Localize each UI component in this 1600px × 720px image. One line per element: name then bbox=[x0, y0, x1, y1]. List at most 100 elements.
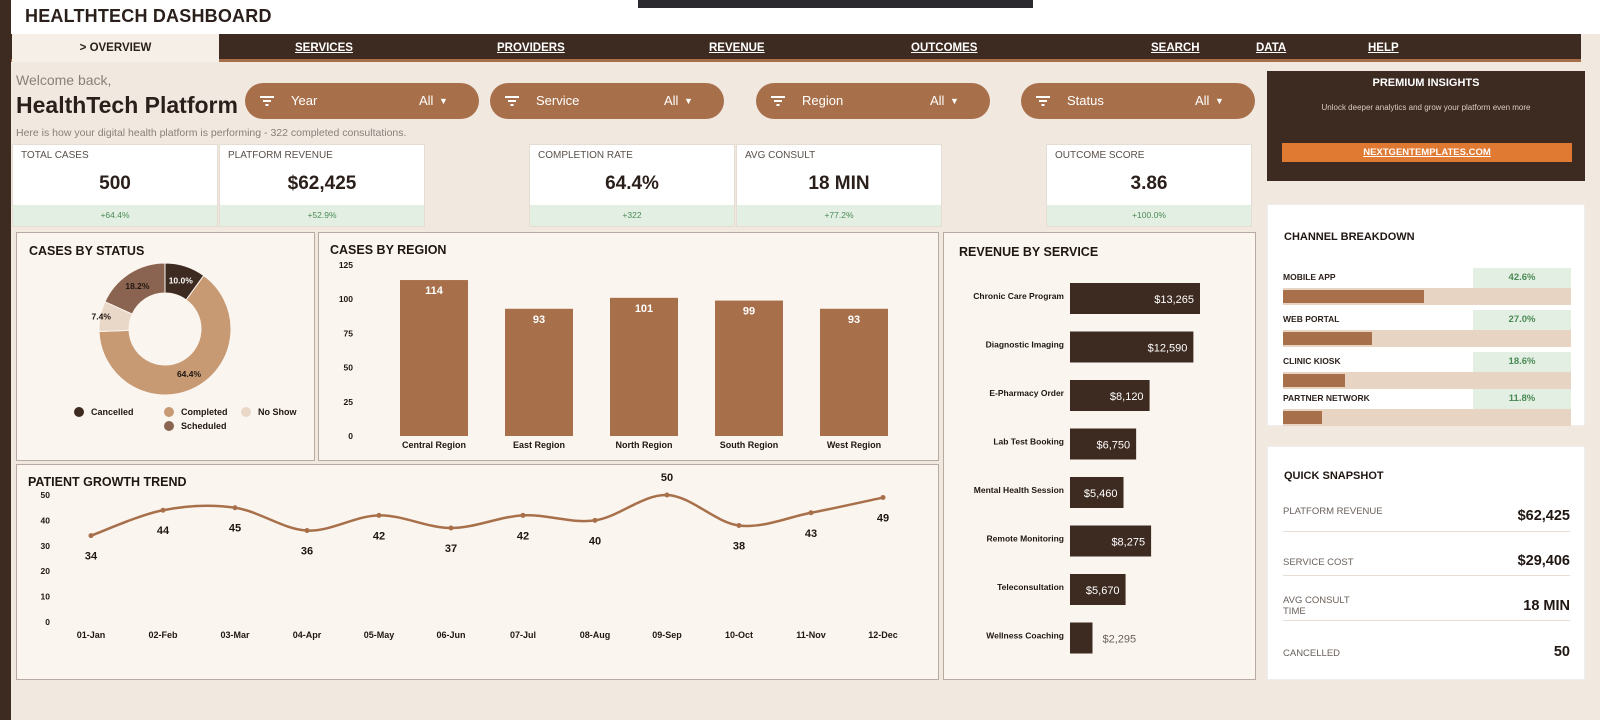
x-tick-label: 03-Mar bbox=[220, 630, 250, 640]
channel-row: PARTNER NETWORK 11.8% bbox=[1283, 389, 1571, 426]
nav-tab-revenue[interactable]: REVENUE bbox=[709, 42, 765, 54]
kpi-value: 18 MIN bbox=[808, 173, 870, 194]
bar-value-label: $5,670 bbox=[1086, 585, 1120, 597]
legend-swatch bbox=[241, 407, 251, 417]
bar bbox=[1070, 331, 1194, 363]
snapshot-label: CANCELLED bbox=[1283, 648, 1341, 659]
x-tick-label: North Region bbox=[616, 440, 673, 450]
bar-value-label: $5,460 bbox=[1084, 488, 1118, 500]
bar bbox=[1070, 283, 1200, 314]
chevron-down-icon: ▼ bbox=[950, 96, 959, 106]
data-point bbox=[736, 522, 742, 528]
x-tick-label: 12-Dec bbox=[868, 630, 898, 640]
nav-tab-providers[interactable]: PROVIDERS bbox=[497, 42, 565, 54]
channel-row: WEB PORTAL 27.0% bbox=[1283, 310, 1571, 347]
data-label: 38 bbox=[733, 540, 745, 552]
premium-subtitle: Unlock deeper analytics and grow your pl… bbox=[1321, 103, 1531, 112]
bar bbox=[715, 300, 783, 436]
filter-value: All bbox=[930, 93, 945, 108]
y-tick-label: Wellness Coaching bbox=[986, 631, 1064, 641]
top-banner-block bbox=[638, 0, 1033, 8]
snapshot-row: CANCELLED 50 bbox=[1283, 640, 1570, 667]
kpi-change: +64.4% bbox=[13, 205, 217, 226]
kpi-value: 64.4% bbox=[605, 173, 659, 194]
y-tick-label: 125 bbox=[339, 260, 353, 270]
data-label: 37 bbox=[445, 543, 457, 555]
filter-service[interactable]: Service All ▼ bbox=[490, 83, 724, 119]
premium-title: PREMIUM INSIGHTS bbox=[1372, 77, 1480, 89]
bar bbox=[1070, 622, 1093, 654]
snapshot-value: $62,425 bbox=[1517, 508, 1570, 524]
panel-title: CASES BY REGION bbox=[330, 243, 447, 257]
x-tick-label: East Region bbox=[513, 440, 565, 450]
data-label: 49 bbox=[877, 513, 889, 525]
data-label: 50 bbox=[661, 472, 673, 484]
bar-value-label: $2,295 bbox=[1102, 634, 1136, 646]
main-nav: > OVERVIEW SERVICES PROVIDERS REVENUE OU… bbox=[11, 34, 1581, 62]
cases-by-status-panel: CASES BY STATUS 10.0% 64.4% 7.4% 18.2% Cance… bbox=[16, 232, 315, 461]
bar-value-label: $6,750 bbox=[1096, 440, 1130, 452]
filter-icon bbox=[505, 96, 519, 106]
data-point bbox=[160, 507, 166, 513]
bar bbox=[610, 297, 678, 436]
legend-entry: No Show bbox=[258, 407, 297, 417]
data-point bbox=[304, 528, 310, 534]
nav-tab-search[interactable]: SEARCH bbox=[1151, 42, 1200, 54]
x-tick-label: 10-Oct bbox=[725, 630, 753, 640]
bar-value-label: 93 bbox=[848, 314, 860, 326]
legend-entry: Cancelled bbox=[91, 407, 134, 417]
nav-tab-services[interactable]: SERVICES bbox=[295, 42, 353, 54]
bar-value-label: $13,265 bbox=[1154, 294, 1194, 306]
channel-label: CLINIC KIOSK bbox=[1283, 356, 1341, 366]
filter-value: All bbox=[664, 93, 679, 108]
bar bbox=[1070, 428, 1137, 460]
legend-swatch bbox=[74, 407, 84, 417]
chevron-down-icon: ▼ bbox=[684, 96, 693, 106]
filter-icon bbox=[771, 96, 785, 106]
kpi-label: AVG CONSULT bbox=[745, 150, 816, 161]
filter-value: All bbox=[1195, 93, 1210, 108]
y-tick-label: 0 bbox=[45, 617, 50, 627]
legend-swatch bbox=[164, 421, 174, 431]
data-label: 43 bbox=[805, 528, 817, 540]
donut-slice bbox=[98, 274, 232, 396]
donut-chart: 10.0% 64.4% 7.4% 18.2% Cancelled Completed No … bbox=[74, 262, 297, 431]
filter-year[interactable]: Year All ▼ bbox=[245, 83, 479, 119]
legend-entry: Completed bbox=[181, 407, 228, 417]
data-label: 40 bbox=[589, 535, 601, 547]
bar bbox=[1070, 574, 1126, 605]
kpi-card-completion-rate: COMPLETION RATE 64.4% +322 bbox=[529, 144, 735, 227]
x-tick-label: 06-Jun bbox=[436, 630, 465, 640]
nav-tab-help[interactable]: HELP bbox=[1368, 42, 1399, 54]
cases-by-region-panel: CASES BY REGION 0 25 50 75 100 125 114 Central … bbox=[318, 232, 939, 461]
filter-region[interactable]: Region All ▼ bbox=[756, 83, 990, 119]
y-tick-label: 50 bbox=[344, 363, 354, 373]
platform-title: HealthTech Platform bbox=[16, 92, 238, 118]
snapshot-row: PLATFORM REVENUE $62,425 bbox=[1283, 503, 1570, 532]
y-tick-label: 0 bbox=[348, 431, 353, 441]
quick-snapshot-panel: QUICK SNAPSHOT bbox=[1267, 446, 1585, 680]
snapshot-value: 18 MIN bbox=[1523, 598, 1570, 614]
panel-title: PATIENT GROWTH TREND bbox=[28, 475, 187, 489]
data-label: 34 bbox=[85, 551, 98, 563]
bar-value-label: 93 bbox=[533, 314, 545, 326]
filter-label: Service bbox=[536, 93, 580, 108]
y-tick-label: Lab Test Booking bbox=[993, 437, 1064, 447]
snapshot-label: AVG CONSULT TIME bbox=[1283, 595, 1350, 617]
data-label: 44 bbox=[157, 525, 170, 537]
data-label: 42 bbox=[373, 530, 385, 542]
y-tick-label: 50 bbox=[41, 490, 51, 500]
nav-tab-data[interactable]: DATA bbox=[1256, 42, 1287, 54]
channel-row: MOBILE APP 42.6% bbox=[1283, 268, 1571, 305]
filter-status[interactable]: Status All ▼ bbox=[1021, 83, 1255, 119]
filter-label: Year bbox=[291, 93, 318, 108]
nav-tab-overview[interactable]: > OVERVIEW bbox=[12, 34, 219, 62]
left-accent-bar bbox=[0, 0, 11, 720]
y-tick-label: 25 bbox=[344, 397, 354, 407]
cta-link-button[interactable]: NEXTGENTEMPLATES.COM bbox=[1282, 143, 1572, 162]
channel-row: CLINIC KIOSK 18.6% bbox=[1283, 352, 1571, 389]
legend-swatch bbox=[164, 407, 174, 417]
y-tick-label: 100 bbox=[339, 294, 353, 304]
kpi-label: PLATFORM REVENUE bbox=[228, 150, 333, 161]
nav-tab-outcomes[interactable]: OUTCOMES bbox=[911, 42, 978, 54]
